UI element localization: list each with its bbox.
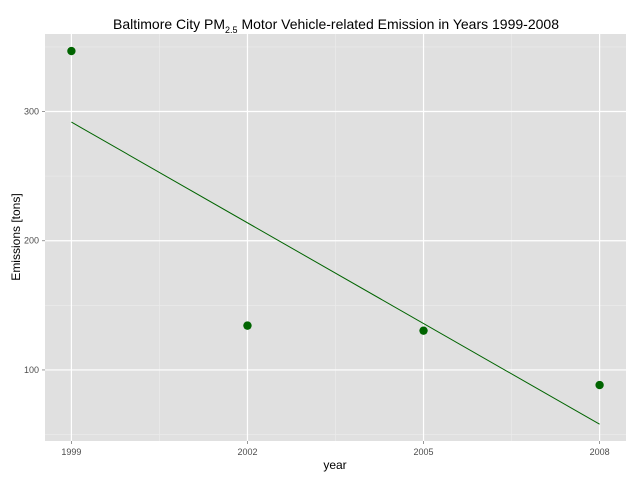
y-axis: 100 200 300 bbox=[24, 107, 45, 375]
chart-title-suffix: Motor Vehicle-related Emission in Years … bbox=[238, 16, 560, 32]
trend-layer bbox=[71, 121, 600, 425]
y-tick-label: 300 bbox=[24, 107, 39, 117]
major-gridlines bbox=[45, 34, 626, 441]
x-axis-title: year bbox=[323, 458, 346, 472]
data-point bbox=[595, 380, 604, 390]
chart-title: Baltimore City PM2.5 Motor Vehicle-relat… bbox=[113, 16, 559, 35]
x-tick-label: 2008 bbox=[590, 447, 610, 457]
x-tick-label: 2005 bbox=[414, 447, 434, 457]
minor-gridlines bbox=[45, 34, 626, 441]
data-point bbox=[419, 326, 428, 335]
y-tick-label: 200 bbox=[24, 236, 39, 246]
trend-line bbox=[71, 121, 600, 425]
x-tick-label: 2002 bbox=[237, 447, 257, 457]
y-axis-title: Emissions [tons] bbox=[9, 193, 23, 280]
chart-title-prefix: Baltimore City PM bbox=[113, 16, 225, 32]
data-point bbox=[243, 321, 252, 330]
y-tick-label: 100 bbox=[24, 365, 39, 375]
x-axis: 1999 2002 2005 2008 bbox=[61, 441, 610, 457]
chart-title-subscript: 2.5 bbox=[225, 25, 238, 35]
points-layer bbox=[67, 46, 604, 390]
data-point bbox=[67, 46, 76, 56]
x-tick-label: 1999 bbox=[61, 447, 81, 457]
